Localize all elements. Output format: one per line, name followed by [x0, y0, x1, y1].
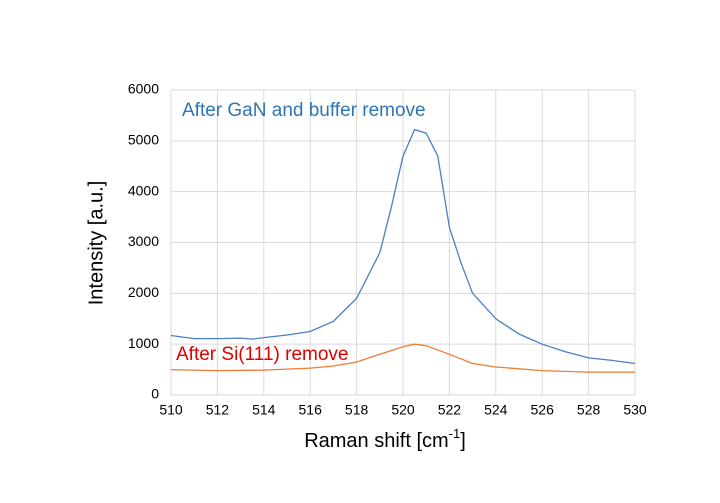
x-tick-label: 528 [577, 402, 601, 418]
x-label-part: ] [460, 430, 466, 452]
series-line [170, 343, 635, 373]
y-tick-label: 2000 [128, 284, 159, 300]
x-tick-label: 510 [159, 402, 183, 418]
y-tick-label: 4000 [128, 182, 159, 198]
y-tick-label: 0 [151, 386, 159, 402]
y-tick-label: 3000 [128, 233, 159, 249]
y-tick-label: 1000 [128, 335, 159, 351]
x-tick-label: 516 [299, 402, 323, 418]
x-tick-label: 512 [206, 402, 230, 418]
x-tick-label: 526 [531, 402, 555, 418]
x-tick-label: 514 [252, 402, 276, 418]
x-label-sup: -1 [449, 426, 461, 441]
x-axis-label: Raman shift [cm-1] [304, 426, 466, 452]
series-label: After Si(111) remove [176, 344, 348, 365]
x-tick-label: 520 [391, 402, 415, 418]
x-label-part: Raman shift [cm [304, 430, 448, 452]
x-tick-label: 524 [484, 402, 508, 418]
series-label: After GaN and buffer remove [182, 100, 426, 121]
series-line [170, 128, 636, 365]
x-tick-label: 522 [438, 402, 462, 418]
y-axis-label: Intensity [a.u.] [85, 181, 107, 306]
y-tick-label: 6000 [128, 81, 159, 97]
y-tick-label: 5000 [128, 132, 159, 148]
x-tick-label: 530 [623, 402, 647, 418]
x-tick-label: 518 [345, 402, 369, 418]
